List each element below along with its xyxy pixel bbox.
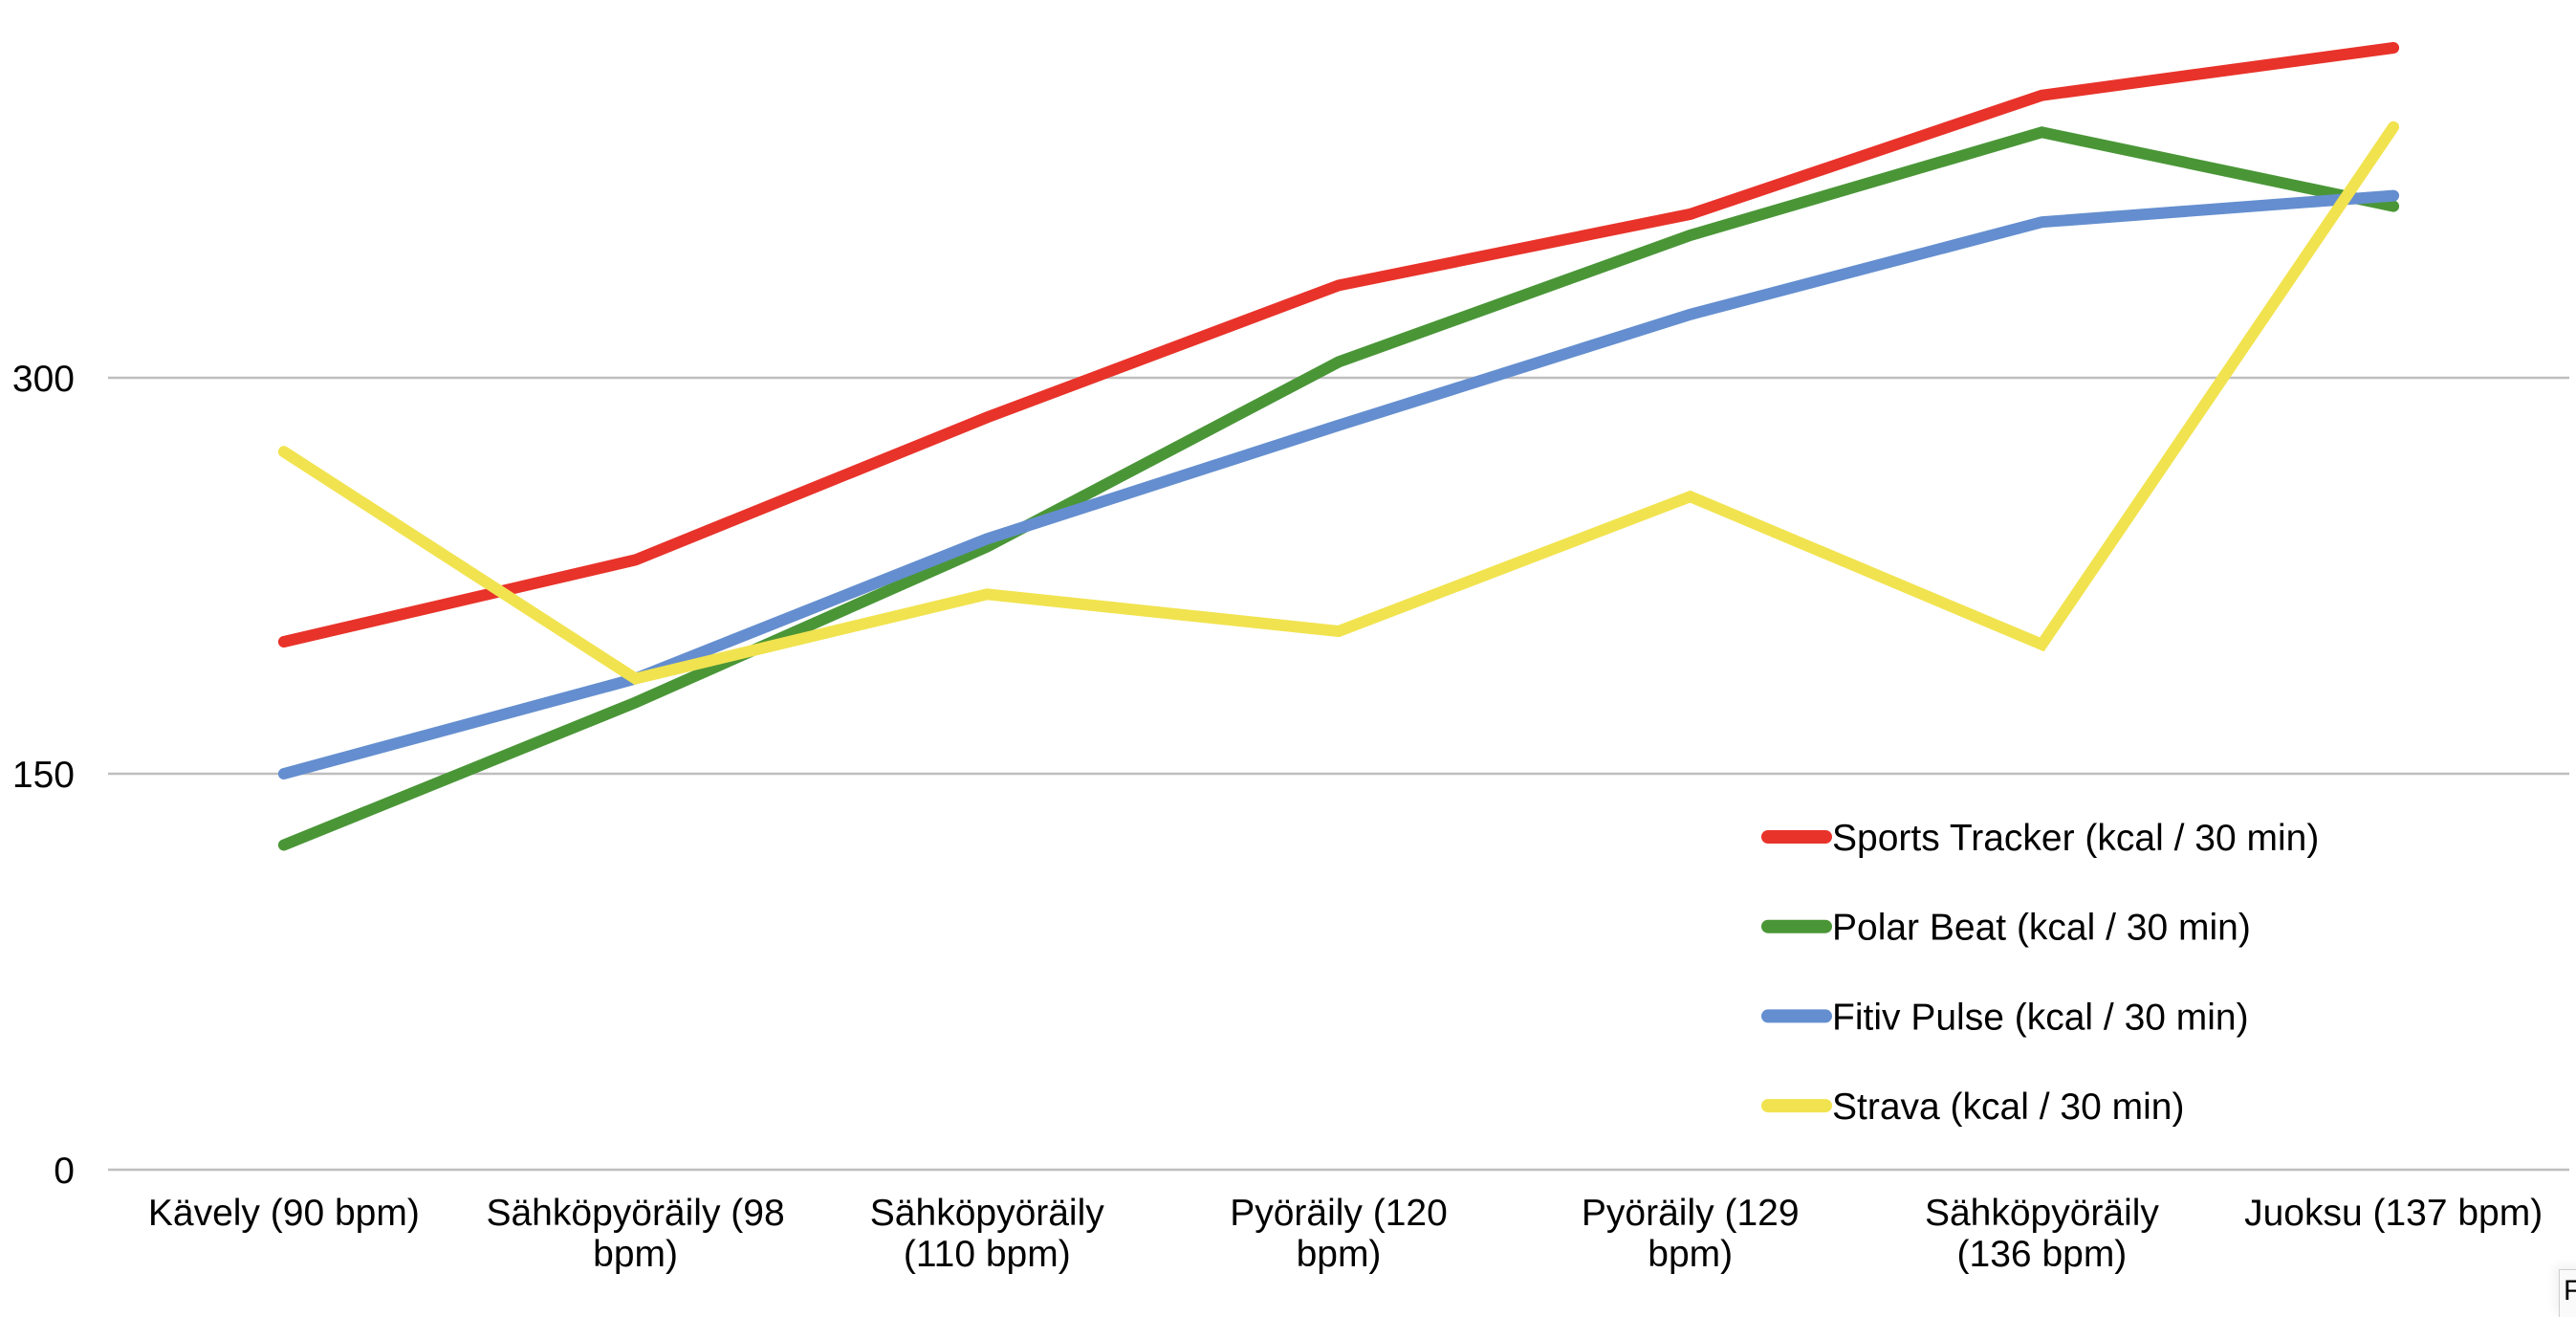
legend-item: Strava (kcal / 30 min) bbox=[1768, 1087, 2184, 1128]
x-tick-label-line: bpm) bbox=[1297, 1234, 1382, 1275]
x-tick-label-line: (110 bpm) bbox=[904, 1234, 1071, 1275]
x-tick-label-line: Sähköpyöräily bbox=[1925, 1193, 2159, 1234]
y-tick-label: 0 bbox=[54, 1151, 75, 1192]
x-tick-label-line: Sähköpyöräily bbox=[870, 1193, 1104, 1234]
x-tick-label: Kävely (90 bpm) bbox=[148, 1193, 420, 1234]
series-line-1 bbox=[284, 132, 2393, 845]
x-tick-label-line: Kävely (90 bpm) bbox=[148, 1193, 420, 1234]
x-tick-label: Juoksu (137 bpm) bbox=[2244, 1193, 2543, 1234]
x-tick-label-line: bpm) bbox=[593, 1234, 678, 1275]
legend-label: Fitiv Pulse (kcal / 30 min) bbox=[1832, 997, 2249, 1038]
y-tick-label: 150 bbox=[12, 755, 75, 796]
legend-item: Fitiv Pulse (kcal / 30 min) bbox=[1768, 997, 2249, 1038]
x-tick-label-line: Pyöräily (120 bbox=[1230, 1193, 1448, 1234]
legend-label: Strava (kcal / 30 min) bbox=[1832, 1087, 2184, 1128]
series-lines bbox=[284, 48, 2393, 845]
legend-label: Polar Beat (kcal / 30 min) bbox=[1832, 908, 2251, 949]
x-tick-label-line: bpm) bbox=[1648, 1234, 1733, 1275]
series-line-3 bbox=[284, 127, 2393, 679]
x-tick-label: Sähköpyöräily(136 bpm) bbox=[1925, 1193, 2159, 1275]
legend: Sports Tracker (kcal / 30 min) Polar Beat… bbox=[1768, 818, 2319, 1128]
x-tick-label-line: Sähköpyöräily (98 bbox=[486, 1193, 784, 1234]
x-tick-label-line: Juoksu (137 bpm) bbox=[2244, 1193, 2543, 1234]
x-tick-label-line: Pyöräily (129 bbox=[1582, 1193, 1800, 1234]
corner-popup[interactable]: F bbox=[2559, 1269, 2576, 1317]
legend-label: Sports Tracker (kcal / 30 min) bbox=[1832, 818, 2319, 859]
x-tick-label-line: (136 bpm) bbox=[1957, 1234, 2128, 1275]
legend-item: Sports Tracker (kcal / 30 min) bbox=[1768, 818, 2319, 859]
y-tick-label: 300 bbox=[12, 359, 75, 400]
gridlines bbox=[108, 378, 2569, 1170]
x-tick-label: Sähköpyöräily(110 bpm) bbox=[870, 1193, 1104, 1275]
legend-item: Polar Beat (kcal / 30 min) bbox=[1768, 908, 2251, 949]
y-axis-ticks: 0 150 300 bbox=[12, 359, 75, 1192]
